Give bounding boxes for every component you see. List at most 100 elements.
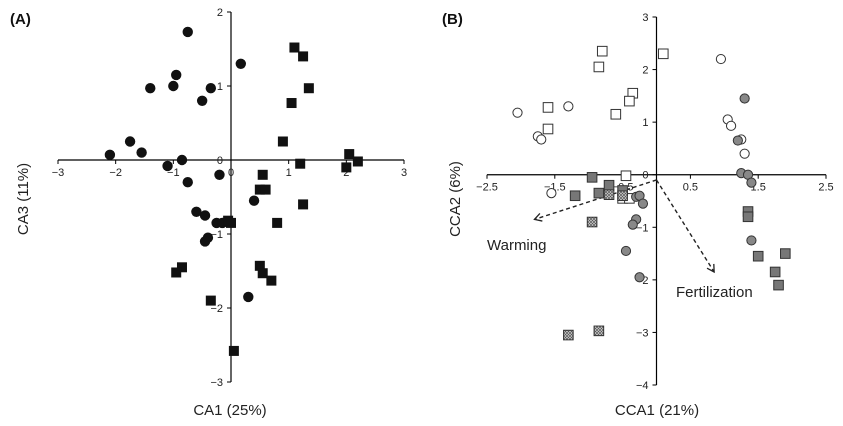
data-point-square-filled	[257, 169, 268, 180]
data-point-square-open	[596, 45, 608, 57]
panel-a-x-axis-label: CA1 (25%)	[193, 402, 266, 419]
data-point-square-hatched	[593, 325, 605, 337]
data-point-circle-filled	[235, 58, 247, 69]
x-tick-label: 0.5	[683, 182, 698, 194]
x-tick-label: 2	[343, 167, 349, 179]
y-tick-label: 2	[642, 65, 648, 77]
data-point-circle-filled	[199, 236, 211, 247]
data-point-circle-gray	[746, 177, 757, 188]
data-point-circle-filled	[145, 83, 156, 94]
data-point-circle-open	[536, 134, 547, 145]
data-point-square-filled	[295, 158, 306, 169]
y-tick-label: 1	[642, 117, 648, 129]
data-point-square-filled	[171, 267, 182, 278]
data-point-square-filled	[228, 345, 239, 356]
data-point-square-filled	[344, 149, 355, 160]
data-point-square-filled	[254, 260, 265, 271]
data-point-circle-gray	[627, 219, 638, 230]
data-point-circle-filled	[243, 291, 254, 303]
data-point-circle-filled	[136, 147, 147, 158]
panel-b-label: (B)	[442, 11, 463, 28]
data-point-circle-filled	[171, 69, 182, 81]
data-point-square-gray	[603, 179, 615, 191]
data-point-square-filled	[286, 98, 297, 109]
data-point-square-filled	[254, 184, 265, 195]
vector-arrow-warming	[533, 179, 657, 222]
data-point-circle-filled	[199, 210, 211, 221]
data-point-circle-filled	[104, 149, 116, 161]
data-point-circle-filled	[191, 206, 202, 217]
data-point-square-filled	[352, 156, 363, 167]
data-point-square-hatched	[563, 329, 574, 341]
data-point-circle-open	[563, 101, 574, 112]
data-point-square-open	[593, 61, 605, 73]
data-point-square-open	[542, 123, 554, 135]
data-point-circle-open	[512, 107, 523, 118]
data-point-square-open	[610, 108, 622, 120]
data-point-square-hatched	[603, 189, 615, 200]
data-point-circle-gray	[634, 272, 645, 283]
x-tick-label: 0	[228, 167, 234, 179]
data-point-square-open	[657, 48, 669, 60]
panel-a-points	[104, 26, 363, 356]
y-tick-label: −1	[210, 229, 223, 241]
data-point-circle-filled	[214, 169, 225, 180]
panel-a-y-axis-label: CA3 (11%)	[15, 163, 32, 235]
panel-b-arrows	[533, 179, 715, 274]
data-point-square-filled	[205, 295, 216, 306]
data-point-square-open	[542, 102, 554, 113]
data-point-square-filled	[277, 136, 288, 147]
data-point-square-gray	[773, 279, 784, 291]
data-point-circle-filled	[196, 95, 208, 107]
data-point-square-filled	[298, 51, 309, 62]
data-point-circle-filled	[182, 177, 193, 188]
y-tick-label: −1	[636, 222, 649, 234]
data-point-circle-filled	[205, 83, 217, 94]
data-point-circle-filled	[124, 136, 136, 147]
data-point-square-gray	[752, 250, 764, 262]
y-tick-label: −3	[636, 327, 649, 339]
data-point-square-gray	[569, 190, 581, 202]
data-point-square-filled	[303, 83, 314, 94]
warming-arrow-label: Warming	[487, 237, 546, 254]
data-point-circle-filled	[176, 154, 188, 166]
data-point-square-filled	[289, 42, 300, 53]
data-point-circle-filled	[248, 195, 260, 206]
y-tick-label: 3	[642, 12, 648, 24]
y-tick-label: 0	[217, 155, 223, 167]
y-tick-label: 2	[217, 7, 223, 19]
data-point-square-gray	[769, 266, 781, 278]
y-tick-label: 1	[217, 81, 223, 93]
data-point-square-filled	[298, 199, 309, 210]
data-point-square-filled	[266, 275, 277, 286]
data-point-square-filled	[176, 262, 187, 273]
data-point-square-gray	[593, 187, 605, 199]
data-point-circle-filled	[168, 80, 179, 92]
data-point-square-filled	[272, 217, 283, 228]
x-tick-label: 3	[401, 167, 407, 179]
data-point-circle-gray	[739, 93, 750, 104]
y-tick-label: −4	[636, 380, 649, 392]
data-point-square-filled	[341, 162, 352, 173]
data-point-square-filled	[260, 184, 271, 195]
y-tick-label: 0	[642, 170, 648, 182]
data-point-circle-gray	[620, 245, 632, 257]
data-point-square-open	[620, 170, 632, 182]
data-point-square-hatched	[586, 216, 598, 228]
data-point-square-gray	[742, 211, 754, 223]
x-tick-label: 2.5	[818, 182, 833, 194]
data-point-square-hatched	[617, 190, 628, 202]
y-tick-label: −3	[210, 377, 223, 389]
fertilization-arrow-label: Fertilization	[676, 284, 753, 301]
data-point-circle-open	[739, 148, 750, 159]
data-point-circle-open	[546, 188, 557, 199]
data-point-square-gray	[780, 248, 791, 259]
vector-arrow-fertilization	[655, 179, 715, 274]
data-point-circle-filled	[162, 160, 173, 172]
x-tick-label: −3	[52, 167, 65, 179]
